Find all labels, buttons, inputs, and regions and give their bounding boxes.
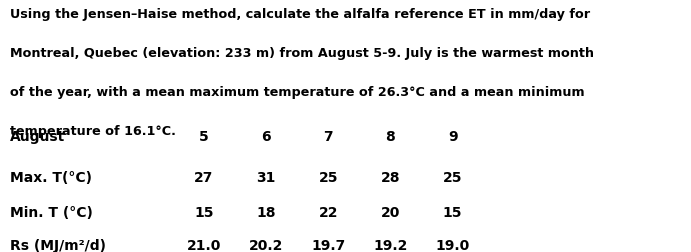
Text: 22: 22 [319, 206, 338, 220]
Text: 19.0: 19.0 [435, 239, 470, 252]
Text: Using the Jensen–Haise method, calculate the alfalfa reference ET in mm/day for: Using the Jensen–Haise method, calculate… [10, 8, 591, 21]
Text: Min. T (°C): Min. T (°C) [10, 206, 93, 220]
Text: Montreal, Quebec (elevation: 233 m) from August 5-9. July is the warmest month: Montreal, Quebec (elevation: 233 m) from… [10, 47, 594, 60]
Text: 5: 5 [199, 130, 209, 144]
Text: 19.7: 19.7 [311, 239, 346, 252]
Text: 19.2: 19.2 [373, 239, 408, 252]
Text: 20: 20 [381, 206, 400, 220]
Text: 15: 15 [194, 206, 214, 220]
Text: 8: 8 [386, 130, 395, 144]
Text: Max. T(°C): Max. T(°C) [10, 171, 93, 185]
Text: 25: 25 [319, 171, 338, 185]
Text: 20.2: 20.2 [249, 239, 283, 252]
Text: 25: 25 [443, 171, 462, 185]
Text: 9: 9 [448, 130, 457, 144]
Text: Rs (MJ/m²/d): Rs (MJ/m²/d) [10, 239, 106, 252]
Text: 21.0: 21.0 [187, 239, 221, 252]
Text: temperature of 16.1°C.: temperature of 16.1°C. [10, 125, 176, 138]
Text: 31: 31 [256, 171, 276, 185]
Text: 6: 6 [261, 130, 271, 144]
Text: of the year, with a mean maximum temperature of 26.3°C and a mean minimum: of the year, with a mean maximum tempera… [10, 86, 585, 99]
Text: 27: 27 [194, 171, 214, 185]
Text: 7: 7 [323, 130, 333, 144]
Text: 28: 28 [381, 171, 400, 185]
Text: 15: 15 [443, 206, 462, 220]
Text: August: August [10, 130, 66, 144]
Text: 18: 18 [256, 206, 276, 220]
